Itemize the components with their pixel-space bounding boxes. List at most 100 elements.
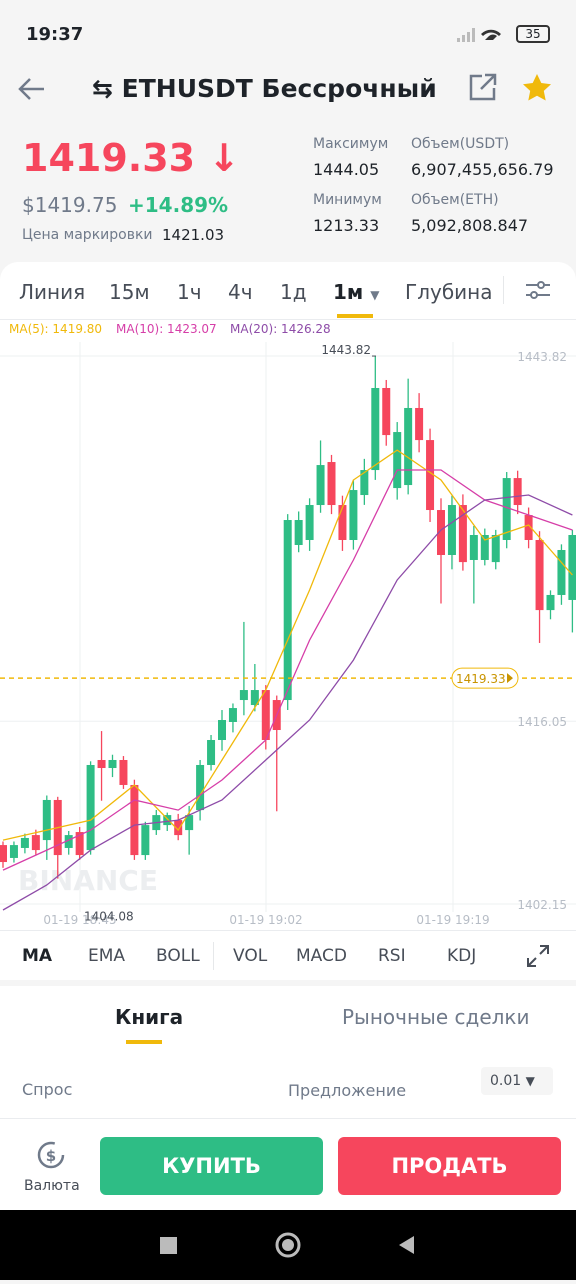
divider xyxy=(0,319,576,320)
tab-text: 1м xyxy=(333,280,364,304)
candle-body xyxy=(469,535,478,560)
buy-button[interactable]: КУПИТЬ xyxy=(100,1137,323,1195)
candle-body xyxy=(437,510,445,555)
status-time: 19:37 xyxy=(26,24,84,45)
y-tick-label: 1402.15 xyxy=(517,898,567,912)
indicator-tab[interactable]: VOL xyxy=(233,946,268,966)
indicator-tab[interactable]: MACD xyxy=(296,946,347,966)
interval-tab[interactable]: 4ч xyxy=(228,280,253,304)
stat-value: 5,092,808.847 xyxy=(411,216,529,235)
fullscreen-button[interactable] xyxy=(526,944,550,968)
bid-label: Спрос xyxy=(22,1080,73,1099)
candle-body xyxy=(535,540,544,611)
x-tick-label: 01-19 19:02 xyxy=(229,913,302,927)
interval-tab[interactable]: 1ч xyxy=(177,280,202,304)
separator xyxy=(0,980,576,986)
candle-body xyxy=(174,820,183,836)
interval-tab-active[interactable]: 1м ▼ xyxy=(333,280,380,304)
watermark: BINANCE xyxy=(18,864,158,897)
battery: 35 xyxy=(516,25,550,43)
share-button[interactable] xyxy=(468,72,498,102)
step-select[interactable]: 0.01 ▼ xyxy=(481,1067,553,1095)
indicator-tab[interactable]: KDJ xyxy=(447,946,477,966)
stat-value: 6,907,455,656.79 xyxy=(411,160,554,179)
candle-body xyxy=(524,515,533,541)
stat-label: Максимум xyxy=(313,136,389,152)
ma-legend: MA(5): 1419.80 xyxy=(9,322,102,336)
candle-body xyxy=(108,759,117,769)
candle-body xyxy=(393,432,402,489)
candle-body xyxy=(218,720,226,741)
indicator-tab[interactable]: BOLL xyxy=(156,946,200,966)
pair: ETHUSDT Бессрочный xyxy=(121,74,437,103)
stat-label: Минимум xyxy=(313,192,382,208)
candle-body xyxy=(447,505,456,555)
indicator-tab[interactable]: RSI xyxy=(378,946,406,966)
currency-icon[interactable]: $ xyxy=(34,1138,68,1172)
candle-body xyxy=(75,832,84,856)
candle-body xyxy=(382,387,391,436)
interval-tab[interactable]: 15м xyxy=(109,280,150,304)
candle-body xyxy=(349,490,358,541)
candle-body xyxy=(283,520,292,701)
header-title: ⇆ ETHUSDT Бессрочный xyxy=(92,74,437,103)
ma-line xyxy=(2,469,573,871)
signal-icons xyxy=(457,28,501,42)
x-tick-label: 01-19 19:19 xyxy=(416,913,489,927)
change: +14.89% xyxy=(128,193,229,217)
settings-button[interactable] xyxy=(524,278,552,302)
candle-body xyxy=(185,815,194,831)
candle-body xyxy=(261,690,270,741)
candle-body xyxy=(458,505,467,563)
last-price-arrow xyxy=(507,673,513,684)
candle-body xyxy=(31,835,40,851)
candle-body xyxy=(480,535,489,560)
interval-tab[interactable]: 1д xyxy=(280,280,307,304)
candle-body xyxy=(130,784,139,856)
high-label: 1443.82 xyxy=(321,343,371,357)
y-tick-label: 1416.05 xyxy=(517,715,567,729)
candle-body xyxy=(163,815,172,826)
interval-tab[interactable]: Линия xyxy=(19,280,86,304)
chart-panel xyxy=(0,262,576,1210)
ma-legend: MA(10): 1423.07 xyxy=(116,322,217,336)
ma-legend: MA(20): 1426.28 xyxy=(230,322,331,336)
y-tick-label: 1443.82 xyxy=(517,350,567,364)
candle-body xyxy=(491,535,500,563)
book-tab-active[interactable]: Книга xyxy=(115,1005,184,1029)
favorite-star[interactable] xyxy=(521,72,553,104)
x-tick-label: 01-19 18:45 xyxy=(43,913,116,927)
candle-body xyxy=(338,505,347,541)
indicator-tab[interactable]: MA xyxy=(22,946,53,966)
nav-bar xyxy=(0,1210,576,1280)
mark-price: 1421.03 xyxy=(162,226,225,244)
candle-body xyxy=(360,470,369,496)
currency-label[interactable]: Валюта xyxy=(24,1178,80,1194)
sell-button[interactable]: ПРОДАТЬ xyxy=(338,1137,561,1195)
ma-line xyxy=(2,494,573,911)
interval-tab[interactable]: Глубина xyxy=(405,280,493,304)
mark-label: Цена маркировки xyxy=(22,227,153,243)
last-price: 1419.33 ↓ xyxy=(22,136,241,180)
candle-body xyxy=(42,799,51,841)
candle-body xyxy=(426,440,435,511)
divider xyxy=(0,930,576,931)
ma-line xyxy=(2,449,573,841)
nav-buttons xyxy=(160,1232,414,1258)
candle-body xyxy=(557,549,566,595)
stat-value: 1213.33 xyxy=(313,216,380,235)
stat-value: 1444.05 xyxy=(313,160,380,179)
indicator-tab[interactable]: EMA xyxy=(88,946,126,966)
candle-body xyxy=(119,759,128,785)
candlestick-chart: MA(5): 1419.80 MA(10): 1423.07 MA(20): 1… xyxy=(0,322,576,927)
candle-body xyxy=(86,764,95,851)
candle-body xyxy=(305,505,314,541)
book-tab[interactable]: Рыночные сделки xyxy=(342,1005,530,1029)
candle-body xyxy=(316,465,325,506)
candle-body xyxy=(250,690,259,706)
candle-body xyxy=(327,462,336,506)
back-button[interactable] xyxy=(16,74,48,104)
candle-body xyxy=(97,759,106,769)
price: 1419.33 xyxy=(22,136,196,180)
